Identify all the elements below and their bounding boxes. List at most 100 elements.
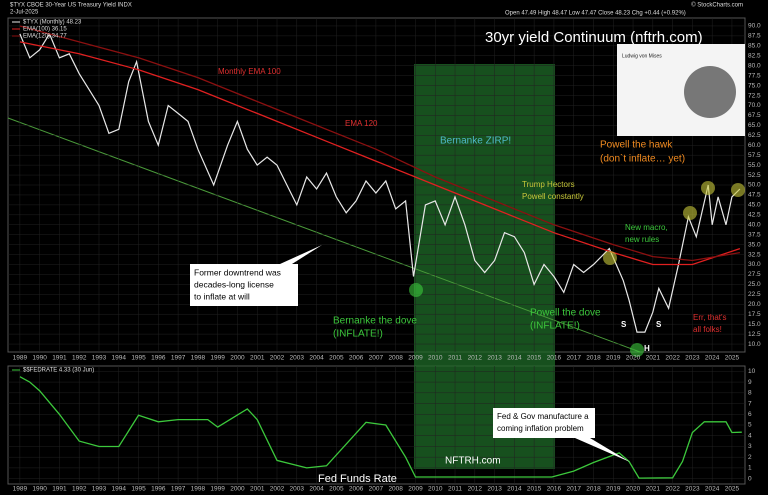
y-tick-label: 57.5 [748,152,761,159]
x-tick-label: 1997 [171,486,186,493]
series-line [19,376,742,479]
y-tick-label: 22.5 [748,291,761,298]
x-tick-label: 2017 [566,355,581,362]
x-tick-label: 2014 [507,355,522,362]
y-tick-label: 42.5 [748,212,761,219]
x-tick-label: 1996 [151,486,166,493]
y-tick-label: 37.5 [748,231,761,238]
annotation: (don`t inflate… yet) [600,153,685,165]
y-tick-label: 25.0 [748,281,761,288]
date: 2-Jul-2025 [10,10,39,16]
y-tick-label: 52.5 [748,172,761,179]
x-tick-label: 2000 [230,486,245,493]
x-tick-label: 2016 [547,355,562,362]
x-tick-label: 2012 [468,486,483,493]
annotation: decades-long license [194,279,274,289]
y-tick-label: 80.0 [748,62,761,69]
y-tick-label: 17.5 [748,311,761,318]
chart-title: 30yr yield Continuum (nftrh.com) [485,29,703,46]
x-tick-label: 1991 [52,486,67,493]
x-tick-label: 2022 [665,486,680,493]
x-tick-label: 2025 [725,486,740,493]
y-tick-label: 45.0 [748,202,761,209]
x-tick-label: 2010 [428,486,443,493]
y-tick-label: 35.0 [748,241,761,248]
annotation: Monthly EMA 100 [218,67,281,76]
x-tick-label: 1992 [72,355,87,362]
y-tick-label: 85.0 [748,43,761,50]
x-tick-label: 2018 [586,486,601,493]
highlight [701,181,715,195]
annotation: Bernanke ZIRP! [440,136,511,147]
x-tick-label: 1994 [112,486,127,493]
x-tick-label: 2020 [626,486,641,493]
x-tick-label: 2008 [388,486,403,493]
x-tick-label: 2024 [705,486,720,493]
y-tick-label: 55.0 [748,162,761,169]
ohlc: Open 47.49 High 48.47 Low 47.47 Close 48… [505,11,686,17]
y-tick-label: 12.5 [748,331,761,338]
y-tick-label: 77.5 [748,72,761,79]
x-tick-label: 1989 [13,486,28,493]
series-line [19,25,741,262]
x-tick-label: 1995 [131,486,146,493]
x-tick-label: 1990 [32,486,47,493]
x-tick-label: 2007 [369,355,384,362]
x-tick-label: 1989 [13,355,28,362]
annotation: Fed & Gov manufacture a [497,412,589,421]
portrait [684,66,736,118]
x-tick-label: 1997 [171,355,186,362]
downtrend-line [7,117,641,353]
x-tick-label: 2011 [448,486,462,493]
y-tick-label: 1 [748,465,752,472]
x-tick-label: 2009 [408,486,423,493]
y-tick-label: 72.5 [748,92,761,99]
x-tick-label: 2022 [665,355,680,362]
highlight [409,283,423,297]
y-tick-label: 60.0 [748,142,761,149]
note-box [493,408,595,438]
x-tick-label: 2019 [606,486,621,493]
x-tick-label: 2003 [290,486,305,493]
annotation: Bernanke the dove [333,316,417,327]
y-tick-label: 90.0 [748,23,761,30]
x-tick-label: 1998 [191,355,206,362]
y-tick-label: 65.0 [748,122,761,129]
x-tick-label: 2016 [547,486,562,493]
annotation: Err, that's [693,313,727,322]
source: © StockCharts.com [691,2,743,9]
x-tick-label: 2010 [428,355,443,362]
x-tick-label: 2005 [329,486,344,493]
x-tick-label: 1991 [52,355,67,362]
x-tick-label: 2013 [487,355,502,362]
highlight [731,183,745,197]
y-tick-label: 6 [748,411,752,418]
x-tick-label: 2001 [250,355,265,362]
y-tick-label: 32.5 [748,251,761,258]
x-tick-label: 2025 [725,355,740,362]
x-tick-label: 2002 [270,355,285,362]
x-tick-label: 2017 [566,486,581,493]
zirp-highlight [414,64,555,469]
annotation: S [656,320,662,329]
x-tick-label: 2015 [527,486,542,493]
y-tick-label: 30.0 [748,261,761,268]
annotation: New macro, [625,223,668,232]
x-tick-label: 2020 [626,355,641,362]
legend-label: $TYX (Monthly) 48.23 [23,20,82,26]
x-tick-label: 2006 [349,355,364,362]
x-tick-label: 1998 [191,486,206,493]
symbol: $TYX CBOE 30-Year US Treasury Yield INDX [10,3,132,9]
x-tick-label: 1999 [210,355,225,362]
y-tick-label: 40.0 [748,221,761,228]
annotation: Powell the dove [530,308,601,319]
portrait-name: Ludwig von Mises [622,53,662,59]
y-tick-label: 2 [748,454,752,461]
x-tick-label: 2005 [329,355,344,362]
x-tick-label: 1993 [92,486,107,493]
y-tick-label: 8 [748,390,752,397]
highlight [603,251,617,265]
annotation: new rules [625,235,659,244]
annotation: all folks! [693,325,722,334]
x-tick-label: 2019 [606,355,621,362]
